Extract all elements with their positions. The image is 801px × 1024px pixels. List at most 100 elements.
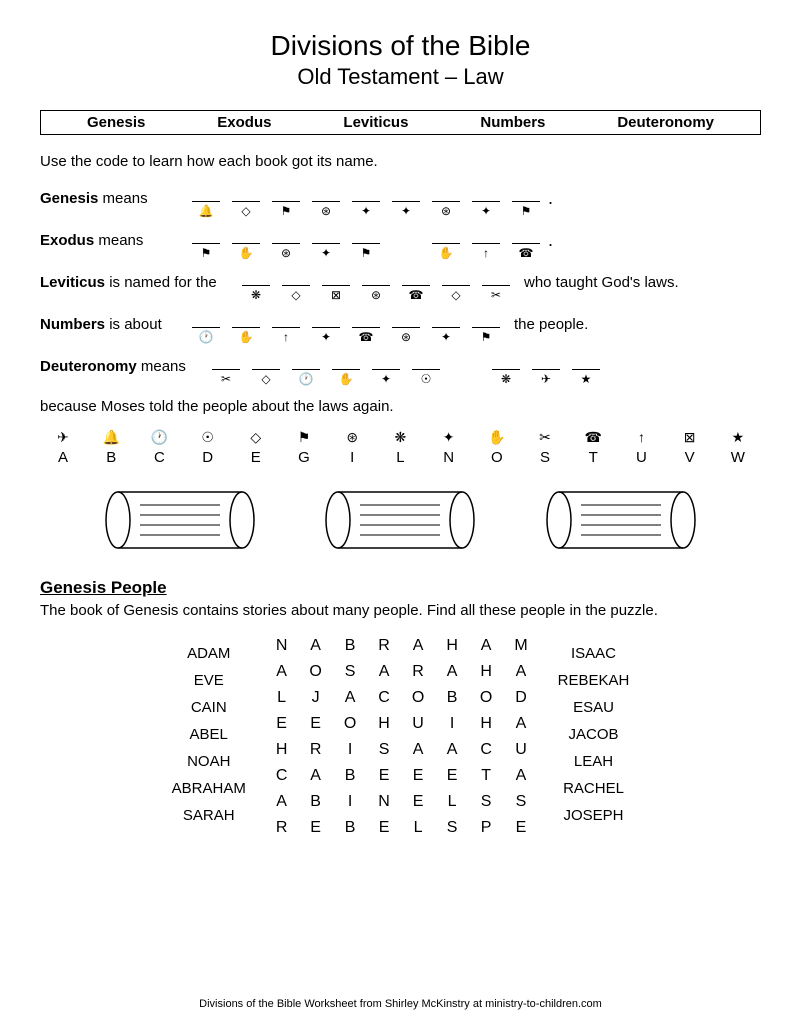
key-cell: ★W <box>723 429 753 466</box>
code-symbol-icon: ⊛ <box>401 330 411 344</box>
grid-cell: I <box>348 741 352 759</box>
code-symbol-icon: ✂ <box>491 288 501 302</box>
key-cell: ◇E <box>241 429 271 466</box>
word-list-item: ABRAHAM <box>172 780 246 797</box>
scroll-icon <box>100 480 260 560</box>
grid-cell: H <box>480 715 492 733</box>
grid-cell: E <box>379 767 390 785</box>
key-letter: D <box>202 449 213 466</box>
code-row: Exodus means⚑✋⊛✦⚑✋↑☎. <box>40 230 761 260</box>
code-symbol-icon: ✦ <box>441 330 451 344</box>
code-symbol-icon: ❋ <box>251 288 261 302</box>
key-letter: V <box>685 449 695 466</box>
blank-cell: ⊛ <box>360 272 392 302</box>
grid-cell: E <box>413 767 424 785</box>
code-symbol-icon: ✦ <box>361 204 371 218</box>
code-symbol-icon: ✋ <box>239 330 254 344</box>
book-name: Exodus <box>217 114 271 131</box>
grid-cell: R <box>310 741 322 759</box>
code-symbol-icon: ✦ <box>481 204 491 218</box>
grid-cell: L <box>448 793 457 811</box>
code-symbol-icon: ⚑ <box>481 330 492 344</box>
blank-line <box>352 314 380 328</box>
blank-cell: ◇ <box>250 356 282 386</box>
blank-line <box>192 230 220 244</box>
blank-cell: ⊛ <box>270 230 302 260</box>
blank-line <box>482 272 510 286</box>
key-symbol-icon: 🔔 <box>102 429 119 447</box>
blank-cell: ⊠ <box>320 272 352 302</box>
word-list-item: ESAU <box>573 699 614 716</box>
key-symbol-icon: ★ <box>732 429 745 447</box>
key-letter: U <box>636 449 647 466</box>
blank-cell: ⚑ <box>190 230 222 260</box>
key-letter: L <box>396 449 404 466</box>
grid-column: AOJERABE <box>309 637 321 837</box>
grid-cell: H <box>378 715 390 733</box>
key-letter: G <box>298 449 310 466</box>
code-symbol-icon: ✋ <box>239 246 254 260</box>
blank-cell: ✦ <box>310 230 342 260</box>
word-list-item: REBEKAH <box>558 672 630 689</box>
blank-cell: ⊛ <box>390 314 422 344</box>
key-cell: ✈A <box>48 429 78 466</box>
grid-cell: A <box>310 767 321 785</box>
code-symbol-icon: ⚑ <box>521 204 532 218</box>
blank-cell: ✦ <box>350 188 382 218</box>
key-letter: T <box>589 449 598 466</box>
code-symbol-icon: ✦ <box>381 372 391 386</box>
blank-line <box>492 356 520 370</box>
grid-column: HABIAELS <box>446 637 458 837</box>
blank-line <box>572 356 600 370</box>
grid-cell: S <box>379 741 390 759</box>
blank-line <box>392 314 420 328</box>
blank-cell: ✦ <box>310 314 342 344</box>
grid-cell: E <box>413 793 424 811</box>
key-letter: A <box>58 449 68 466</box>
code-symbol-icon: ◇ <box>261 372 270 386</box>
blank-cell: ⊛ <box>310 188 342 218</box>
section-description: The book of Genesis contains stories abo… <box>40 602 761 619</box>
blank-line <box>312 188 340 202</box>
key-symbol-icon: ☎ <box>585 429 602 447</box>
grid-cell: H <box>480 663 492 681</box>
grid-cell: O <box>480 689 492 707</box>
word-list-item: CAIN <box>191 699 227 716</box>
word-list-item: ISAAC <box>571 645 616 662</box>
grid-cell: O <box>344 715 356 733</box>
blank-line <box>232 314 260 328</box>
key-symbol-icon: ❋ <box>395 429 407 447</box>
code-symbol-icon: 🕐 <box>199 330 214 344</box>
word-list-right: ISAACREBEKAHESAUJACOBLEAHRACHELJOSEPH <box>558 637 630 824</box>
puzzle-area: ADAMEVECAINABELNOAHABRAHAMSARAH NALEHCAR… <box>40 637 761 837</box>
blank-cell: 🔔 <box>190 188 222 218</box>
key-cell: ☎T <box>578 429 608 466</box>
grid-cell: R <box>412 663 424 681</box>
key-cell: ↑U <box>626 429 656 466</box>
word-list-item: NOAH <box>187 753 230 770</box>
blank-line <box>192 188 220 202</box>
code-symbol-icon: ⊛ <box>441 204 451 218</box>
code-symbol-icon: ⚑ <box>281 204 292 218</box>
page-subtitle: Old Testament – Law <box>40 64 761 90</box>
code-row-label: Genesis means <box>40 188 190 207</box>
blank-line <box>412 356 440 370</box>
blank-cell: ☎ <box>400 272 432 302</box>
code-symbol-icon: ✂ <box>221 372 231 386</box>
code-symbol-icon: ↑ <box>483 246 489 260</box>
grid-cell: N <box>276 637 288 655</box>
blank-cell: ↑ <box>470 230 502 260</box>
code-symbol-icon: ⊛ <box>371 288 381 302</box>
code-symbol-icon: ✈ <box>541 372 551 386</box>
grid-cell: H <box>276 741 288 759</box>
key-symbol-icon: 🕐 <box>151 429 168 447</box>
blank-line <box>352 188 380 202</box>
key-symbol-icon: ✂ <box>539 429 551 447</box>
code-row-label: Exodus means <box>40 230 190 249</box>
blank-line <box>432 314 460 328</box>
section-header: Genesis People <box>40 578 761 598</box>
code-key: ✈A🔔B🕐C☉D◇E⚑G⊛I❋L✦N✋O✂S☎T↑U⊠V★W <box>40 429 761 466</box>
grid-cell: U <box>412 715 424 733</box>
grid-cell: A <box>516 767 527 785</box>
blanks-row: ✂◇🕐✋✦☉❋✈★ <box>210 356 602 386</box>
